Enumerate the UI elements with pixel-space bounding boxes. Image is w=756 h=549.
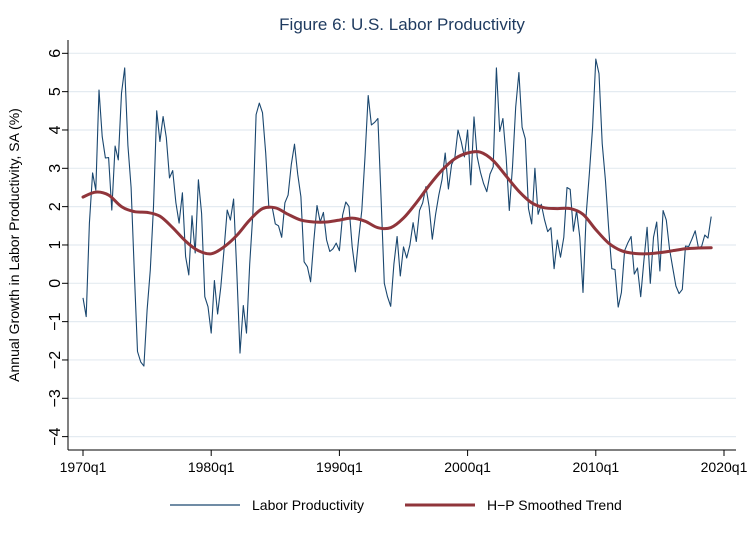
x-tick-label: 1980q1 <box>188 459 235 475</box>
y-tick-label: 2 <box>47 202 64 211</box>
y-tick-label: −1 <box>47 312 64 330</box>
series-line-hp-trend <box>81 150 713 256</box>
x-tick-label: 2020q1 <box>701 459 748 475</box>
y-tick-label: 6 <box>47 49 64 58</box>
y-axis-title: Annual Growth in Labor Productivity, SA … <box>6 108 22 382</box>
y-tick-label: 1 <box>47 240 64 249</box>
x-tick-label: 1990q1 <box>316 459 363 475</box>
legend: Labor Productivity H−P Smoothed Trend <box>170 497 622 513</box>
series-line-labor-productivity <box>82 58 712 367</box>
y-tick-label: −3 <box>47 389 64 407</box>
x-tick-label: 2010q1 <box>572 459 619 475</box>
y-tick-label: 5 <box>47 87 64 96</box>
series-layer <box>81 58 713 367</box>
y-tick-label: 0 <box>47 279 64 288</box>
gridlines <box>68 52 736 438</box>
chart-title: Figure 6: U.S. Labor Productivity <box>279 15 525 34</box>
x-tick-label: 2000q1 <box>444 459 491 475</box>
y-tick-label: 4 <box>47 125 64 134</box>
x-tick-label: 1970q1 <box>60 459 107 475</box>
axes: 6 5 4 3 2 1 0 −1 −2 −3 −4 1970q1 1980q1 1990q1 2000q1 2… <box>47 40 748 475</box>
y-tick-label: −4 <box>47 427 64 445</box>
legend-label-hp-trend: H−P Smoothed Trend <box>487 497 622 513</box>
y-tick-label: 3 <box>47 164 64 173</box>
legend-label-labor-productivity: Labor Productivity <box>252 497 364 513</box>
y-tick-label: −2 <box>47 351 64 369</box>
